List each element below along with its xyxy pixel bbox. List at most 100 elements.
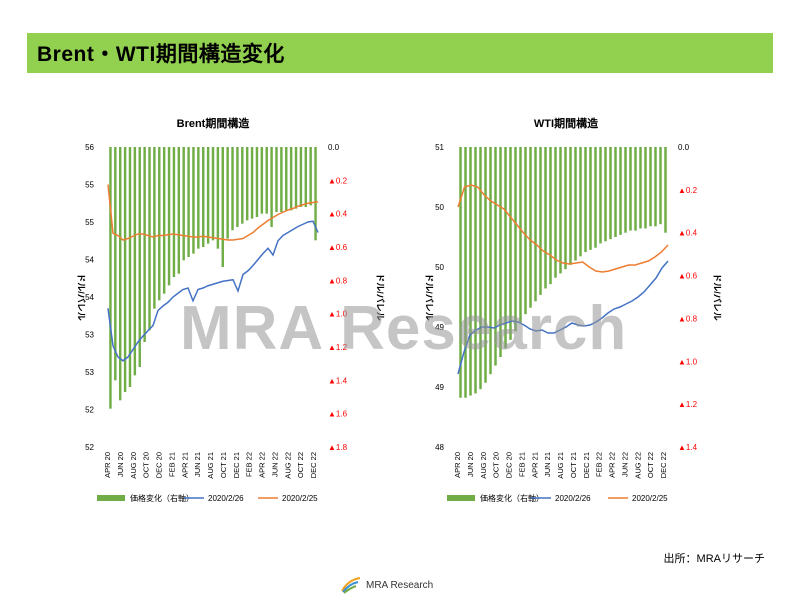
x-tick-label: AUG 22 [633, 452, 642, 479]
title-bar: Brent・WTI期間構造変化 [27, 33, 773, 73]
bar [265, 147, 268, 214]
x-tick-label: OCT 22 [296, 452, 305, 478]
bar [514, 147, 517, 332]
bar [231, 147, 234, 231]
bar [250, 147, 254, 219]
legend-swatch-bar [447, 495, 475, 501]
x-tick-label: AUG 20 [479, 452, 488, 479]
x-tick-label: DEC 21 [582, 452, 591, 478]
bar [260, 147, 264, 214]
x-tick-label: OCT 21 [569, 452, 578, 478]
x-tick-label: DEC 21 [232, 452, 241, 478]
y-tick-label: 50 [435, 263, 444, 272]
y2-axis-label: ドル/バレル [712, 273, 722, 321]
x-tick-label: OCT 20 [492, 452, 501, 478]
bar [289, 147, 293, 211]
y-tick-label: 54 [85, 256, 94, 265]
bar [624, 147, 627, 233]
bar [206, 147, 210, 244]
legend-label: 2020/2/25 [282, 494, 318, 503]
x-tick-label: AUG 21 [556, 452, 565, 479]
x-tick-label: DEC 22 [659, 452, 668, 478]
bar [221, 147, 224, 267]
bar [504, 147, 507, 349]
watermark: MRA Research [180, 294, 628, 363]
logo-text: MRA Research [366, 579, 434, 591]
y-tick-label: 49 [435, 323, 444, 332]
bar [584, 147, 587, 252]
x-tick-label: APR 21 [180, 452, 189, 478]
bar [574, 147, 577, 261]
x-tick-label: OCT 22 [646, 452, 655, 478]
bar [604, 147, 607, 242]
x-tick-label: FEB 21 [517, 452, 526, 477]
x-tick-label: JUN 20 [466, 452, 475, 477]
x-tick-label: APR 22 [258, 452, 267, 478]
bar [659, 147, 662, 225]
y2-tick-label: ▲1.8 [328, 443, 348, 452]
x-tick-label: DEC 20 [155, 452, 164, 478]
bar [192, 147, 195, 254]
bar [133, 147, 137, 376]
y2-tick-label: ▲0.2 [328, 176, 348, 185]
legend-swatch-bar [97, 495, 125, 501]
y2-tick-label: ▲0.6 [328, 243, 348, 252]
bar [634, 147, 637, 231]
y2-tick-label: ▲1.0 [328, 310, 348, 319]
x-tick-label: OCT 20 [142, 452, 151, 478]
bar [509, 147, 512, 340]
bar [484, 147, 487, 383]
x-tick-label: AUG 22 [283, 452, 292, 479]
bar [544, 147, 547, 289]
bar [549, 147, 552, 285]
bar [304, 147, 308, 207]
bar [464, 147, 467, 398]
bar [236, 147, 239, 227]
bar [216, 147, 220, 249]
x-tick-label: FEB 21 [167, 452, 176, 477]
y-tick-label: 51 [435, 143, 444, 152]
y2-tick-label: ▲0.4 [328, 210, 348, 219]
y2-axis-label: ドル/バレル [375, 273, 385, 321]
y-tick-label: 50 [435, 203, 444, 212]
series-line [107, 220, 319, 362]
bar [469, 147, 472, 396]
y2-tick-label: ▲0.2 [678, 186, 698, 195]
x-tick-label: DEC 22 [309, 452, 318, 478]
x-tick-label: DEC 20 [505, 452, 514, 478]
x-tick-label: FEB 22 [245, 452, 254, 477]
bar [474, 147, 477, 394]
bar [594, 147, 597, 248]
legend-label: 2020/2/26 [555, 494, 591, 503]
bar [143, 147, 146, 342]
y-tick-label: 52 [85, 443, 94, 452]
bar [162, 147, 166, 294]
y-axis-label: ドル/バレル [424, 273, 434, 321]
x-tick-label: APR 20 [453, 452, 462, 478]
x-tick-label: JUN 21 [543, 452, 552, 477]
logo-swoosh-icon [341, 577, 361, 594]
bar [167, 147, 171, 286]
page-title: Brent・WTI期間構造変化 [37, 43, 285, 66]
y2-tick-label: ▲1.4 [328, 376, 348, 385]
bar [118, 147, 122, 401]
bar [559, 147, 562, 274]
bar [197, 147, 200, 249]
x-tick-label: AUG 20 [129, 452, 138, 479]
x-tick-label: JUN 20 [116, 452, 125, 477]
bar [177, 147, 181, 274]
bar [639, 147, 642, 229]
bar [654, 147, 657, 227]
bar [226, 147, 229, 239]
y2-tick-label: 0.0 [678, 143, 690, 152]
y-tick-label: 49 [435, 383, 444, 392]
y2-tick-label: ▲0.8 [678, 314, 698, 323]
bar [664, 147, 667, 233]
bar [609, 147, 612, 240]
x-tick-label: APR 22 [608, 452, 617, 478]
bar [564, 147, 567, 270]
bar [285, 147, 288, 211]
bar [589, 147, 592, 250]
bar [280, 147, 283, 212]
bar [211, 147, 215, 241]
